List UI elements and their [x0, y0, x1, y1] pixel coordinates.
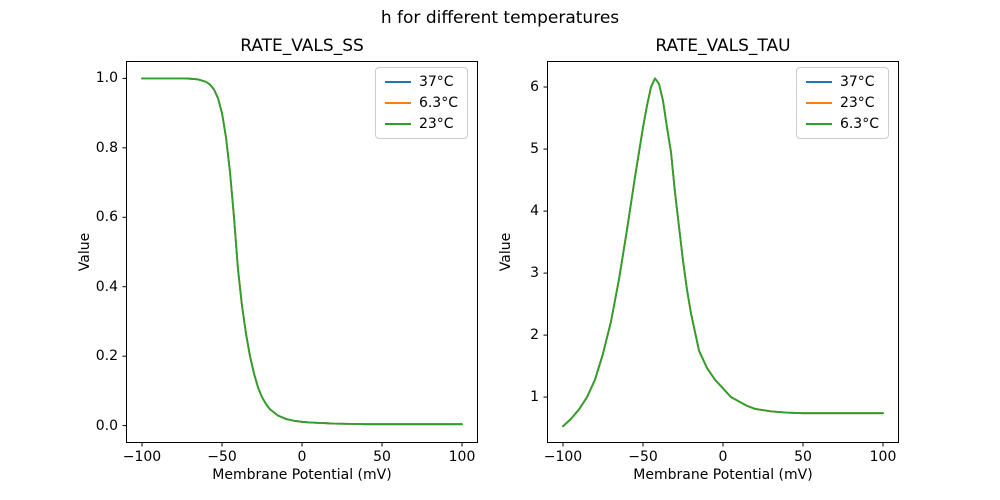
- legend-entry: 37°C: [805, 74, 879, 90]
- x-tick-label: 100: [448, 449, 476, 465]
- plot-canvas: [122, 61, 478, 447]
- x-tick-label: −50: [628, 449, 658, 465]
- x-tick-label: −50: [207, 449, 237, 465]
- axes-spines: [126, 61, 478, 443]
- x-tick-label: −100: [543, 449, 583, 465]
- legend-line-swatch: [384, 81, 411, 84]
- x-tick-label: −100: [122, 449, 162, 465]
- y-tick-label: 1.0: [95, 70, 118, 87]
- y-tick-label: 0.0: [95, 417, 118, 434]
- legend-label: 23°C: [839, 95, 875, 112]
- figure-suptitle: h for different temperatures: [380, 8, 620, 28]
- legend-label: 6.3°C: [839, 116, 879, 133]
- x-tick-label: 50: [373, 449, 391, 465]
- y-tick-label: 0.4: [95, 278, 118, 295]
- y-tick-label: 4: [530, 203, 539, 220]
- legend-label: 37°C: [839, 74, 875, 90]
- y-tick-label: 0.6: [95, 209, 118, 226]
- legend-entry: 23°C: [384, 116, 458, 133]
- legend: 37°C 6.3°C 23°C: [374, 67, 468, 140]
- legend-label: 37°C: [418, 74, 454, 90]
- y-axis-label: Value: [77, 232, 93, 272]
- x-axis-label: Membrane Potential (mV): [633, 467, 813, 483]
- legend-label: 23°C: [418, 116, 454, 133]
- subplot-rate-vals-ss: RATE_VALS_SS Value −100 −50 0 50 100 0.0 0.2 0…: [77, 37, 478, 483]
- legend-line-swatch: [384, 123, 411, 126]
- legend: 37°C 23°C 6.3°C: [795, 67, 889, 140]
- plot-canvas: [543, 61, 899, 447]
- y-tick-label: 0.8: [95, 139, 118, 156]
- legend-line-swatch: [384, 102, 411, 105]
- y-tick-label: 6: [530, 79, 539, 95]
- y-tick-label: 1: [530, 389, 539, 406]
- x-axis-label: Membrane Potential (mV): [212, 467, 392, 483]
- x-tick-label: 0: [297, 449, 307, 465]
- y-tick-label: 2: [530, 327, 539, 344]
- y-axis-label: Value: [498, 232, 514, 272]
- plot-title: RATE_VALS_SS: [240, 36, 364, 56]
- plot-title: RATE_VALS_TAU: [655, 36, 791, 56]
- legend-entry: 6.3°C: [384, 95, 458, 112]
- legend-entry: 6.3°C: [805, 116, 879, 133]
- x-tick-label: 0: [718, 449, 728, 465]
- y-tick-label: 0.2: [95, 348, 118, 365]
- axes-spines: [547, 61, 899, 443]
- legend-entry: 23°C: [805, 95, 879, 112]
- y-tick-label: 5: [530, 141, 539, 158]
- legend-line-swatch: [805, 81, 832, 84]
- legend-entry: 37°C: [384, 74, 458, 90]
- x-tick-label: 50: [794, 449, 812, 465]
- series-line: [562, 77, 884, 428]
- legend-label: 6.3°C: [418, 95, 458, 112]
- x-tick-label: 100: [869, 449, 897, 465]
- legend-line-swatch: [805, 123, 832, 126]
- series-line: [141, 77, 463, 426]
- legend-line-swatch: [805, 102, 832, 105]
